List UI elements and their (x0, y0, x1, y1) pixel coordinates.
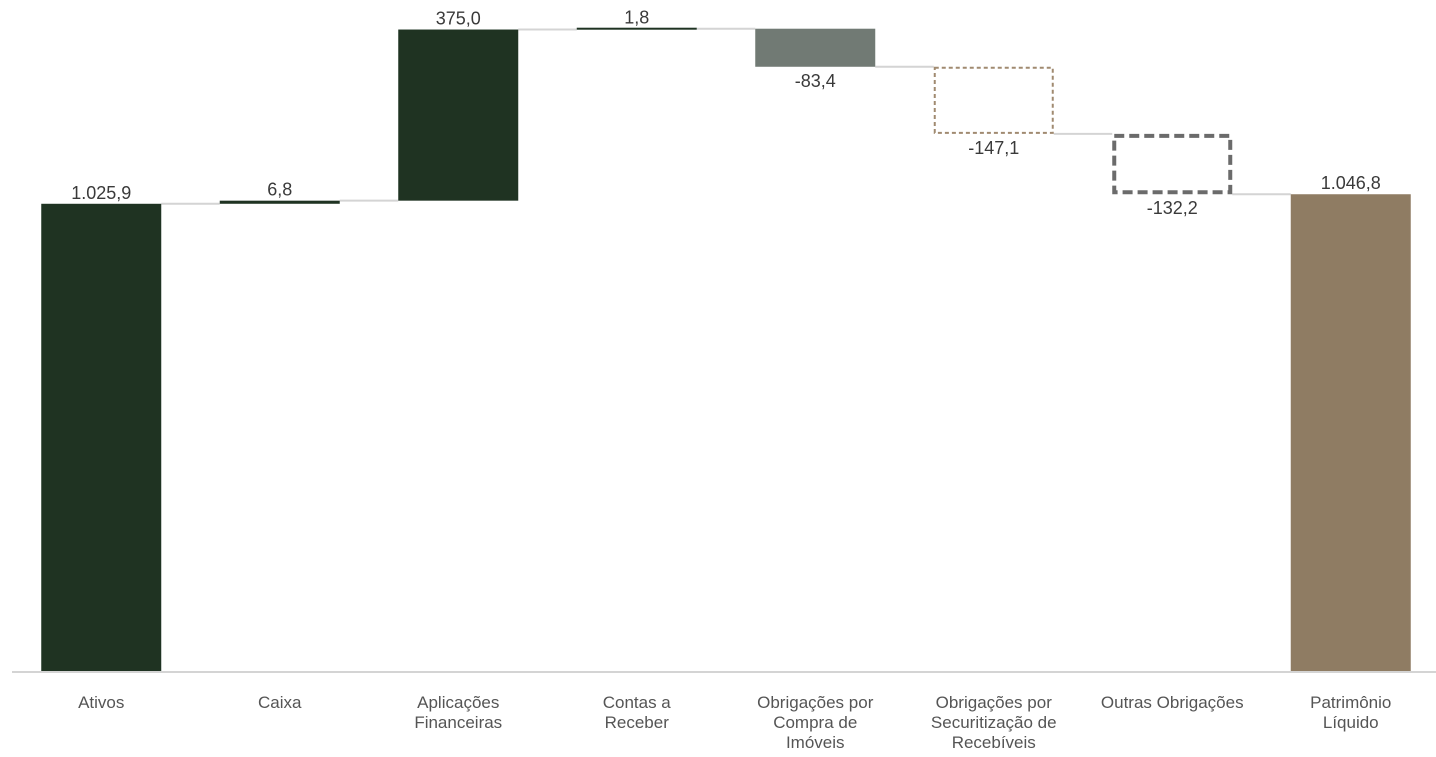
category-label-line: Aplicações (417, 693, 499, 712)
category-label-line: Caixa (258, 693, 302, 712)
data-label: 1.046,8 (1321, 173, 1381, 193)
data-label: 1.025,9 (71, 183, 131, 203)
bar-3 (398, 29, 519, 201)
category-label-line: Patrimônio (1310, 693, 1391, 712)
data-label: -83,4 (795, 71, 836, 91)
data-label: 1,8 (624, 8, 649, 28)
category-label: Obrigações por Compra de Imóveis (757, 693, 874, 752)
data-label: -132,2 (1147, 198, 1198, 218)
data-label: 375,0 (436, 9, 481, 29)
bar-2 (219, 200, 340, 204)
category-label-line: Ativos (78, 693, 124, 712)
category-label: Outras Obrigações (1101, 693, 1244, 712)
category-label-line: Securitização de (931, 713, 1057, 732)
bar-8 (1290, 194, 1411, 672)
category-label: Aplicações Financeiras (414, 693, 502, 732)
category-label: Ativos (78, 693, 124, 712)
category-label-line: Compra de (773, 713, 857, 732)
category-label: Contas a Receber (603, 693, 672, 732)
bar-4 (576, 27, 697, 30)
category-label-line: Imóveis (786, 733, 845, 752)
bar-7 (1112, 133, 1233, 195)
category-label: Obrigações por Securitização de Recebíveis (931, 693, 1057, 752)
category-label-line: Contas a (603, 693, 672, 712)
category-label-line: Financeiras (414, 713, 502, 732)
category-label-line: Receber (605, 713, 670, 732)
category-label-line: Outras Obrigações (1101, 693, 1244, 712)
category-label: Patrimônio Líquido (1310, 693, 1391, 732)
data-label: -147,1 (968, 138, 1019, 158)
data-label: 6,8 (267, 180, 292, 200)
bar-5 (755, 28, 876, 67)
category-label-line: Obrigações por (936, 693, 1053, 712)
bar-6 (933, 66, 1054, 134)
category-label-line: Obrigações por (757, 693, 874, 712)
bar-1 (41, 203, 162, 672)
category-label-line: Recebíveis (952, 733, 1036, 752)
category-label: Caixa (258, 693, 302, 712)
category-label-line: Líquido (1323, 713, 1379, 732)
